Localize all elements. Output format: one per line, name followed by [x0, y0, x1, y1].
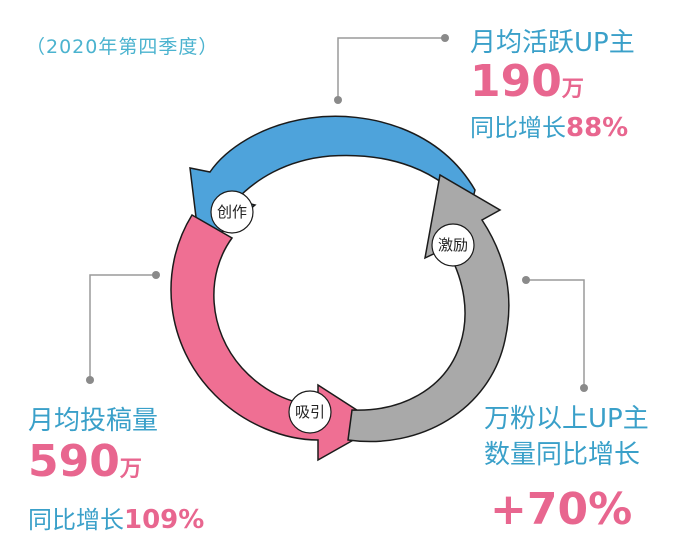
creators-label-line2: 数量同比增长: [484, 440, 641, 470]
connector-dot: [441, 34, 449, 42]
connector-dot: [334, 96, 342, 104]
connector-dot: [522, 276, 530, 284]
uploads-growth-label: 同比增长: [28, 506, 124, 534]
uploads-value: 590: [28, 436, 120, 487]
period-heading: （2020年第四季度）: [26, 36, 219, 58]
creators-label-line1: 万粉以上UP主: [484, 404, 649, 434]
uploads-unit: 万: [119, 457, 142, 482]
uploads-growth-row: 同比增长109%: [28, 500, 204, 535]
connector-bottom-right: [526, 279, 585, 388]
uploads-label: 月均投稿量: [28, 406, 159, 436]
active-up-label: 月均活跃UP主: [470, 28, 635, 58]
create-label: 创作: [217, 203, 247, 221]
uploads-growth-value: 109%: [124, 505, 205, 535]
active-up-growth-row: 同比增长88%: [470, 108, 628, 143]
active-up-value-row: 190万: [470, 60, 584, 104]
create-badge: 创作: [210, 190, 254, 234]
connector-dot: [86, 376, 94, 384]
active-up-growth-label: 同比增长: [470, 114, 566, 142]
connector-top-right: [337, 37, 445, 100]
creators-growth-value: +70%: [490, 484, 633, 535]
active-up-value: 190: [470, 56, 562, 107]
connector-lines: [89, 37, 585, 388]
attract-label: 吸引: [295, 403, 325, 421]
active-up-growth-value: 88%: [566, 113, 629, 143]
connector-dot: [152, 271, 160, 279]
motivate-badge: 激励: [431, 223, 475, 267]
attract-badge: 吸引: [288, 390, 332, 434]
connector-bottom-left: [89, 274, 156, 380]
motivate-label: 激励: [438, 236, 468, 254]
create-arrow: [189, 115, 476, 252]
active-up-unit: 万: [561, 77, 584, 102]
attract-arrow: [170, 213, 382, 462]
connector-dot: [580, 384, 588, 392]
uploads-value-row: 590万: [28, 440, 142, 484]
